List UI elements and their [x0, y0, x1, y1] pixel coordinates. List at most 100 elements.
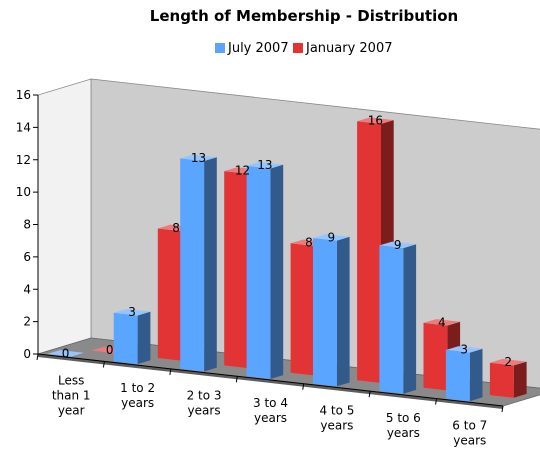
data-label-january-2007-3: 8 — [305, 236, 313, 250]
x-tick-label-2-to-3-years: 2 to 3 years — [187, 389, 222, 418]
bar-july-2007-2 — [180, 154, 217, 372]
data-label-july-2007-2: 13 — [191, 151, 206, 165]
bar-january-2007-1-front — [157, 228, 182, 361]
bar-january-2007-6-front — [489, 362, 514, 398]
y-tick-label: 6 — [23, 250, 31, 264]
bar-january-2007-5-top — [423, 319, 461, 326]
bar-july-2007-1-side — [137, 311, 151, 364]
x-tick — [435, 398, 438, 405]
bar-january-2007-5-front — [423, 322, 448, 391]
x-tick-label-4-to-5-years: 4 to 5 years — [319, 403, 354, 432]
x-tick-label-5-to-6-years: 5 to 6 years — [386, 411, 421, 440]
bar-january-2007-2-front — [224, 171, 249, 369]
y-tick-label: 14 — [16, 120, 31, 134]
x-tick — [36, 353, 39, 361]
x-tick — [302, 383, 305, 390]
bar-july-2007-3 — [246, 162, 284, 379]
x-tick — [368, 391, 371, 398]
y-tick-label: 12 — [16, 153, 31, 167]
y-tick-label: 4 — [23, 282, 31, 296]
data-label-july-2007-4: 9 — [328, 230, 336, 244]
legend-label-january-2007: January 2007 — [305, 41, 393, 56]
legend-label-july-2007: July 2007 — [227, 41, 289, 56]
bar-january-2007-4-front — [357, 121, 381, 383]
data-label-july-2007-5: 9 — [394, 238, 402, 252]
y-tick-label: 8 — [23, 218, 31, 232]
bar-july-2007-3-front — [246, 165, 271, 379]
bar-july-2007-6-top — [445, 346, 483, 353]
data-label-january-2007-4: 16 — [368, 114, 383, 128]
bar-july-2007-4-side — [336, 236, 350, 387]
x-tick-label-line: years — [254, 411, 287, 425]
legend-swatch-january-2007 — [293, 43, 303, 53]
x-tick-label-line: 4 to 5 — [319, 403, 354, 417]
bar-july-2007-5 — [379, 241, 417, 394]
y-tick-label: 10 — [16, 185, 31, 199]
legend-swatch-july-2007 — [215, 43, 225, 53]
data-label-january-2007-2: 12 — [235, 164, 250, 178]
y-tick-label: 0 — [23, 347, 31, 361]
x-tick-label-less-than-1-year: Less than 1 year — [52, 374, 91, 418]
data-label-january-2007-0: 0 — [106, 343, 114, 357]
x-tick-label-line: Less — [58, 374, 84, 388]
bar-july-2007-4-top — [313, 234, 350, 241]
bar-january-2007-6-top — [489, 358, 527, 366]
data-label-january-2007-1: 8 — [172, 221, 180, 235]
bar-july-2007-6 — [445, 346, 483, 402]
bar-july-2007-0-top — [47, 350, 84, 357]
data-label-july-2007-6: 3 — [460, 342, 468, 356]
x-tick-label-line: year — [58, 404, 85, 418]
x-tick — [501, 405, 504, 413]
bar-july-2007-4-front — [313, 238, 337, 387]
bar-july-2007-4 — [313, 234, 350, 387]
x-tick-label-line: than 1 — [52, 389, 91, 403]
data-label-january-2007-6: 2 — [504, 355, 512, 369]
chart-title: Length of Membership - Distribution — [150, 7, 458, 25]
data-label-july-2007-0: 0 — [62, 346, 70, 360]
x-tick — [169, 368, 172, 375]
bar-july-2007-5-top — [379, 241, 417, 249]
bar-january-2007-3-front — [290, 243, 315, 376]
x-tick-label-line: 2 to 3 — [187, 389, 222, 403]
bar-january-2007-6-side — [513, 361, 527, 398]
bar-july-2007-0 — [47, 350, 84, 357]
x-axis-line — [37, 353, 504, 407]
x-tick-label-line: 5 to 6 — [386, 411, 421, 425]
y-tick-label: 16 — [16, 88, 31, 102]
bar-july-2007-3-top — [246, 162, 284, 169]
x-tick-label-line: years — [453, 433, 486, 447]
bar-january-2007-4-top — [357, 117, 394, 124]
bar-july-2007-2-side — [204, 157, 217, 372]
x-tick-label-line: 1 to 2 — [120, 381, 155, 395]
x-tick-label-line: years — [188, 404, 221, 418]
bar-july-2007-6-side — [469, 348, 483, 402]
bar-july-2007-5-front — [379, 245, 404, 394]
y-tick-label: 2 — [23, 315, 31, 329]
bar-july-2007-1 — [113, 309, 151, 364]
bar-july-2007-5-side — [403, 244, 417, 394]
bar-july-2007-1-front — [113, 312, 138, 364]
data-label-january-2007-5: 4 — [438, 315, 446, 329]
bar-july-2007-2-top — [180, 154, 217, 161]
bar-july-2007-3-side — [270, 164, 284, 379]
legend: July 2007 January 2007 — [215, 41, 393, 56]
x-tick-label-3-to-4-years: 3 to 4 years — [253, 396, 288, 425]
bar-july-2007-2-front — [180, 158, 205, 372]
x-tick — [102, 361, 105, 368]
x-tick — [235, 376, 238, 383]
x-tick-label-6-to-7-years: 6 to 7 years — [452, 418, 487, 447]
x-tick-label-line: 6 to 7 — [452, 418, 487, 432]
x-tick-label-1-to-2-years: 1 to 2 years — [120, 381, 155, 410]
side-wall — [37, 78, 92, 355]
x-tick-label-line: 3 to 4 — [253, 396, 288, 410]
data-label-july-2007-3: 13 — [257, 158, 272, 172]
data-label-july-2007-1: 3 — [128, 305, 136, 319]
bar-july-2007-1-top — [113, 309, 151, 316]
floor-edge — [38, 354, 503, 409]
bar-july-2007-6-front — [445, 350, 470, 402]
x-tick-label-line: years — [320, 418, 353, 432]
x-tick-label-line: years — [121, 396, 154, 410]
